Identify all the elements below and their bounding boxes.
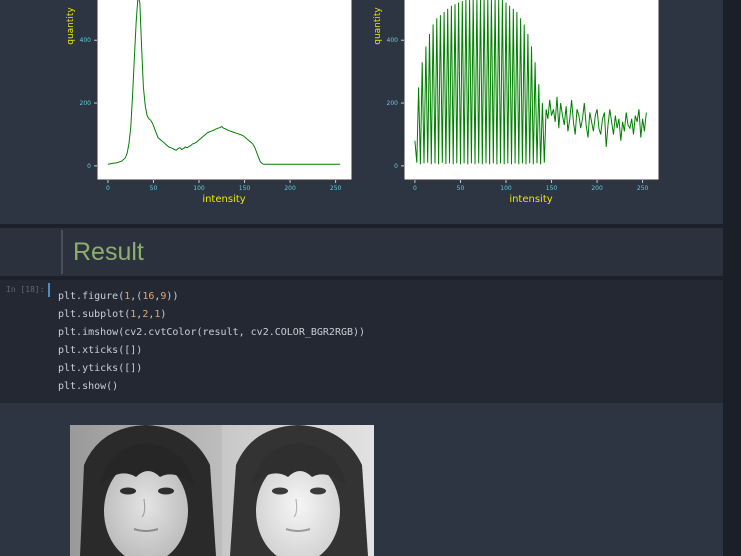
x-tick-label: 200: [284, 185, 296, 192]
vertical-scrollbar[interactable]: [723, 0, 741, 556]
code-line: plt.figure(1,(16,9)): [58, 288, 365, 306]
y-tick-label: 400: [387, 37, 399, 44]
code-line: plt.imshow(cv2.cvtColor(result, cv2.COLO…: [58, 324, 365, 342]
x-tick-label: 100: [500, 185, 512, 192]
x-ticks: 0 50 100 150 200 250: [106, 180, 342, 192]
y-tick-label: 200: [80, 100, 92, 107]
code-number: 1: [154, 309, 161, 320]
y-tick-label: 0: [87, 163, 91, 170]
histogram-line: [414, 0, 647, 165]
code-token: plt.show(): [58, 381, 119, 392]
x-tick-label: 200: [591, 185, 603, 192]
code-token: plt.subplot(: [58, 309, 131, 320]
code-number: 2: [142, 309, 149, 320]
code-token: plt.imshow(cv2.cvtColor(result, cv2.COLO…: [58, 327, 366, 338]
code-line: plt.subplot(1,2,1): [58, 306, 365, 324]
cell-separator: [0, 224, 723, 228]
result-heading: Result: [73, 238, 144, 266]
x-tick-label: 100: [193, 185, 205, 192]
result-image: [70, 425, 374, 556]
x-tick-label: 50: [150, 185, 158, 192]
code-line: plt.yticks([]): [58, 360, 365, 378]
input-prompt: In [18]:: [6, 285, 45, 294]
code-token: plt.yticks([]): [58, 363, 143, 374]
x-ticks: 0 50 100 150 200 250: [413, 180, 649, 192]
code-number: 1: [124, 291, 131, 302]
notebook-area: 0 200 400 0 50 100 150 200 250 intensity quanti…: [0, 0, 723, 556]
code-number: 1: [130, 309, 137, 320]
code-token: ,(: [130, 291, 143, 302]
x-tick-label: 0: [106, 185, 110, 192]
code-token: plt.xticks([]): [58, 345, 143, 356]
text-cursor: [48, 283, 50, 297]
code-line: plt.show(): [58, 378, 365, 396]
y-tick-label: 200: [387, 100, 399, 107]
code-token: plt.figure(: [58, 291, 125, 302]
x-tick-label: 250: [330, 185, 342, 192]
code-token: ,: [148, 309, 155, 320]
code-token: ,: [154, 291, 161, 302]
cell-separator: [0, 276, 723, 280]
plot-area: [96, 0, 353, 181]
code-line: plt.xticks([]): [58, 342, 365, 360]
face-photo-pair: [70, 425, 374, 556]
x-tick-label: 150: [239, 185, 251, 192]
y-axis-label: quantity: [373, 7, 383, 45]
x-tick-label: 250: [637, 185, 649, 192]
x-axis-label: intensity: [202, 194, 245, 205]
histogram-line: [107, 0, 341, 165]
x-tick-label: 150: [546, 185, 558, 192]
histogram-figure: 0 200 400 0 50 100 150 200 250 intensity quanti…: [66, 0, 660, 205]
y-tick-label: 400: [80, 37, 92, 44]
code-token: )): [166, 291, 179, 302]
x-tick-label: 50: [457, 185, 465, 192]
x-tick-label: 0: [413, 185, 417, 192]
y-axis-label: quantity: [66, 7, 76, 45]
code-cell[interactable]: [0, 280, 723, 403]
histogram-right: 0 200 400 0 50 100 150 200 250 intensity quanti…: [373, 0, 660, 205]
y-tick-label: 0: [394, 163, 398, 170]
markdown-left-rule: [61, 230, 63, 274]
code-token: ): [160, 309, 167, 320]
y-ticks: 0 200 400: [387, 37, 404, 170]
code-token: ,: [136, 309, 143, 320]
code-number: 16: [142, 291, 155, 302]
histogram-left: 0 200 400 0 50 100 150 200 250 intensity quanti…: [66, 0, 353, 205]
x-axis-label: intensity: [509, 194, 552, 205]
y-ticks: 0 200 400: [80, 37, 97, 170]
markdown-cell[interactable]: [0, 228, 723, 276]
code-editor[interactable]: plt.figure(1,(16,9)) plt.subplot(1,2,1) pl…: [58, 288, 365, 396]
code-number: 9: [160, 291, 167, 302]
histogram-output: 0 200 400 0 50 100 150 200 250 intensity quanti…: [0, 0, 723, 224]
